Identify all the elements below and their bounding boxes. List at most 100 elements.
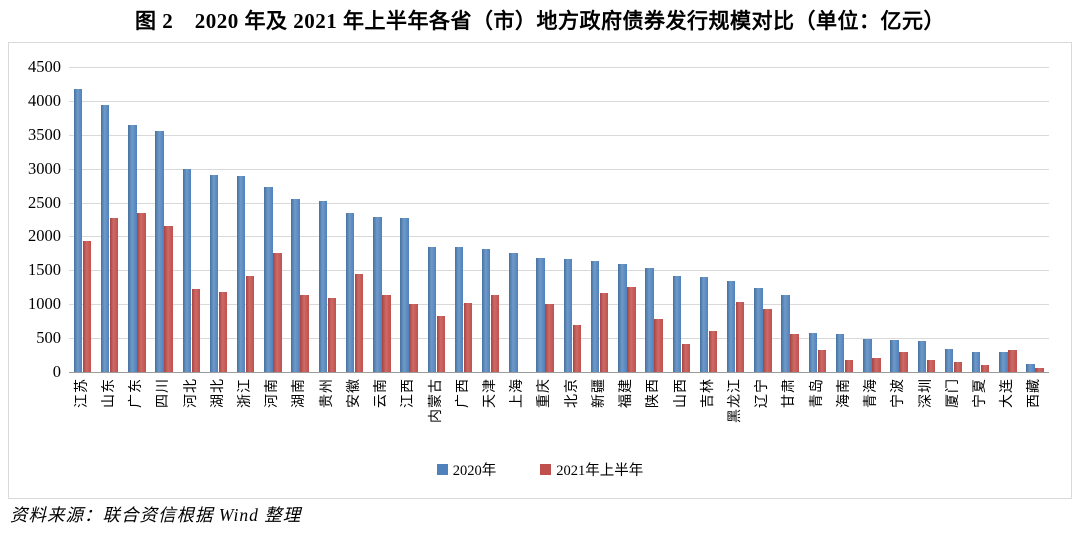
x-category-label: 福建 [619,378,635,408]
bar-2020年-陕西 [645,268,654,372]
gridline [69,304,1049,306]
x-category-label: 海南 [836,378,852,408]
x-axis-line [69,372,1049,373]
legend: 2020年 2021年上半年 [9,459,1071,480]
bar-2020年-湖北 [209,174,219,372]
x-category-label: 重庆 [537,378,553,408]
x-category-label: 云南 [374,378,390,408]
bar-2020年-宁夏 [971,351,981,372]
bar-2020年-山东 [100,105,110,372]
x-category-label: 厦门 [945,378,961,408]
bar-2021年上半年-河北 [191,289,200,372]
x-category-label: 湖北 [210,378,226,408]
legend-label-2021h1: 2021年上半年 [556,463,644,479]
bar-2020年-辽宁 [754,288,763,372]
bar-2020年-青海 [863,338,872,372]
bar-2020年-福建 [618,263,627,372]
x-category-label: 四川 [156,378,172,408]
bar-2021年上半年-西藏 [1035,368,1044,372]
bar-2021年上半年-湖南 [300,295,309,372]
x-category-label: 黑龙江 [727,378,743,423]
x-category-label: 浙江 [237,378,253,408]
x-category-label: 青岛 [809,378,825,408]
x-category-label: 上海 [510,378,526,408]
bar-2020年-甘肃 [781,295,790,372]
chart-title: 图 2 2020 年及 2021 年上半年各省（市）地方政府债券发行规模对比（单… [135,9,945,33]
x-category-label: 天津 [482,378,498,408]
bar-2020年-厦门 [944,348,954,372]
bar-2020年-浙江 [236,176,246,372]
bar-2020年-四川 [155,131,164,372]
x-category-label: 陕西 [646,378,662,408]
bar-2020年-山西 [672,275,681,372]
bar-2021年上半年-河南 [273,252,282,372]
bar-2021年上半年-宁波 [899,351,908,372]
bar-2021年上半年-青海 [872,357,881,372]
bar-2021年上半年-江西 [409,303,418,372]
bar-2021年上半年-青岛 [817,349,827,372]
bar-2021年上半年-安徽 [354,274,364,372]
bar-2020年-广东 [128,124,137,372]
x-category-label: 辽宁 [755,378,771,408]
x-category-label: 山东 [101,378,117,408]
bar-2021年上半年-山东 [109,217,119,372]
bar-2020年-天津 [481,249,491,372]
y-tick-label: 2500 [28,192,61,212]
y-tick-label: 3000 [28,158,61,178]
x-category-label: 西藏 [1027,378,1043,408]
x-category-label: 内蒙古 [428,378,444,423]
x-category-label: 宁夏 [972,378,988,408]
bar-2020年-西藏 [1026,363,1035,372]
legend-label-2020: 2020年 [452,463,497,479]
x-category-label: 新疆 [591,378,607,408]
gridline [69,168,1049,170]
x-category-label: 宁波 [891,378,907,408]
chart-frame: 0 500 1000 1500 2000 2500 3000 3500 4000 4500 江苏 山东… [8,42,1072,499]
x-category-label: 大连 [1000,378,1016,408]
bar-2020年-大连 [999,352,1008,372]
gridline [69,338,1049,340]
x-category-label: 吉林 [700,378,716,408]
bar-2020年-吉林 [699,277,709,372]
plot-area: 0 500 1000 1500 2000 2500 3000 3500 4000 4500 江苏 山东… [9,43,1071,498]
x-category-label: 湖南 [292,378,308,408]
gridline [69,270,1049,272]
y-tick-label: 4000 [28,90,61,110]
bar-2020年-广西 [454,247,464,372]
y-tick-label: 4500 [28,57,61,76]
bar-2020年-北京 [563,258,573,372]
bar-2020年-云南 [373,216,382,372]
gridline [69,67,1049,68]
y-tick-label: 500 [36,328,61,348]
x-category-label: 安徽 [346,378,362,408]
bar-2020年-海南 [835,333,845,372]
bar-2021年上半年-宁夏 [980,365,990,372]
gridline [69,100,1049,102]
bar-2021年上半年-广东 [137,213,146,372]
legend-swatch-2020-icon [436,464,448,475]
bar-2020年-河北 [182,168,191,372]
y-tick-label: 0 [52,362,61,381]
y-tick-label: 3500 [28,124,61,144]
bar-2021年上半年-厦门 [953,361,963,372]
gridline [69,236,1049,238]
bar-2020年-黑龙江 [726,280,736,372]
bar-2021年上半年-山西 [681,343,690,372]
bar-2021年上半年-内蒙古 [436,316,445,372]
legend-item-2020: 2020年 [436,459,497,480]
y-tick-label: 1000 [28,294,61,314]
x-category-label: 山西 [673,378,689,408]
bar-2020年-新疆 [590,260,600,372]
bar-2021年上半年-辽宁 [763,309,772,372]
x-category-label: 江苏 [74,378,90,408]
bar-2020年-重庆 [536,257,545,372]
x-category-label: 甘肃 [782,378,798,408]
bar-2021年上半年-北京 [572,324,582,372]
bar-2021年上半年-大连 [1008,349,1017,372]
bar-2021年上半年-福建 [627,287,636,372]
bar-2020年-贵州 [318,200,328,372]
y-tick-label: 2000 [28,226,61,246]
source-note: 资料来源：联合资信根据 Wind 整理 [10,505,302,525]
gridline [69,202,1049,204]
bar-2021年上半年-云南 [382,294,391,372]
